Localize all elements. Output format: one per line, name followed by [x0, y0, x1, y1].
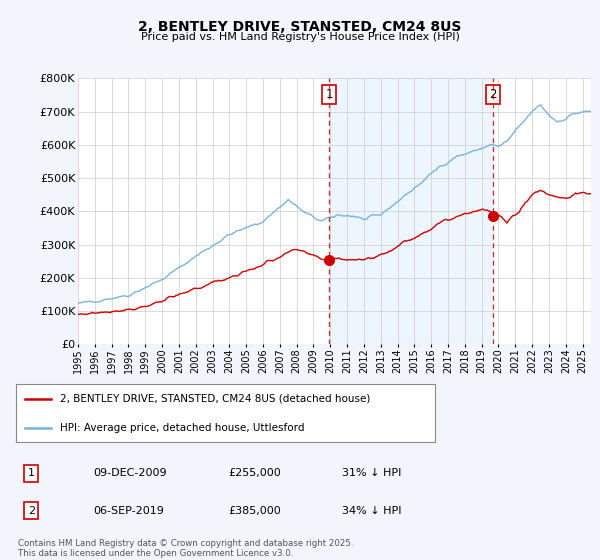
Text: 2: 2	[28, 506, 35, 516]
Text: 34% ↓ HPI: 34% ↓ HPI	[342, 506, 401, 516]
Text: Price paid vs. HM Land Registry's House Price Index (HPI): Price paid vs. HM Land Registry's House …	[140, 32, 460, 42]
Text: 1: 1	[325, 88, 332, 101]
Text: 06-SEP-2019: 06-SEP-2019	[93, 506, 164, 516]
Text: 2, BENTLEY DRIVE, STANSTED, CM24 8US (detached house): 2, BENTLEY DRIVE, STANSTED, CM24 8US (de…	[59, 394, 370, 404]
Text: £385,000: £385,000	[228, 506, 281, 516]
Text: 2, BENTLEY DRIVE, STANSTED, CM24 8US: 2, BENTLEY DRIVE, STANSTED, CM24 8US	[139, 20, 461, 34]
Text: 2: 2	[489, 88, 497, 101]
Text: Contains HM Land Registry data © Crown copyright and database right 2025.
This d: Contains HM Land Registry data © Crown c…	[18, 539, 353, 558]
Text: 1: 1	[28, 468, 35, 478]
Text: 31% ↓ HPI: 31% ↓ HPI	[342, 468, 401, 478]
Text: £255,000: £255,000	[228, 468, 281, 478]
Text: 09-DEC-2009: 09-DEC-2009	[93, 468, 167, 478]
Text: HPI: Average price, detached house, Uttlesford: HPI: Average price, detached house, Uttl…	[59, 423, 304, 433]
Bar	[329, 78, 493, 344]
FancyBboxPatch shape	[16, 384, 436, 442]
